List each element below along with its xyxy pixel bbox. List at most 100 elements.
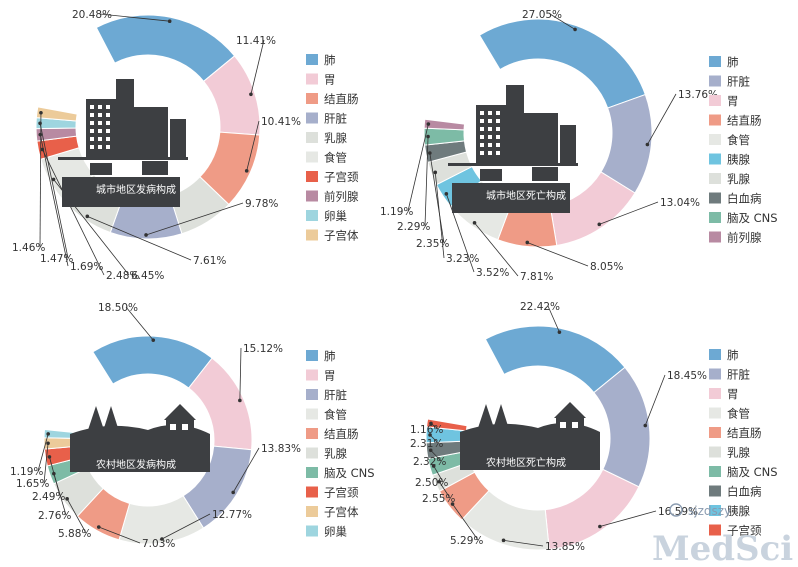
- chart-1: 20.48%11.41%10.41%9.78%7.61%6.45%2.48%1.…: [12, 9, 359, 282]
- legend-swatch: [306, 467, 318, 478]
- label-leader: [438, 481, 451, 499]
- legend-swatch: [709, 95, 721, 106]
- legend-label: 乳腺: [324, 131, 347, 145]
- legend-swatch: [709, 368, 721, 380]
- percentage-label: 11.41%: [236, 35, 276, 47]
- percentage-label: 27.05%: [522, 9, 562, 21]
- legend-label: 子宫颈: [324, 486, 359, 500]
- legend-swatch: [306, 93, 318, 104]
- legend-swatch: [306, 350, 318, 361]
- percentage-label: 22.42%: [520, 301, 560, 313]
- percentage-label: 2.29%: [397, 221, 430, 233]
- chart-caption: 农村地区发病构成: [96, 458, 176, 471]
- legend-label: 乳腺: [727, 172, 750, 186]
- legend-swatch: [306, 210, 318, 221]
- legend-label: 食管: [324, 151, 347, 165]
- slice-1: [478, 18, 646, 109]
- percentage-label: 2.31%: [410, 438, 443, 450]
- label-leader: [527, 242, 589, 267]
- label-leader: [125, 306, 154, 341]
- legend-label: 子宫体: [324, 229, 359, 243]
- legend-swatch: [306, 73, 318, 85]
- chart-4: 22.42% 18.45% 16.59% 13.85% 5.29% 2.55% 2.50% 2…: [410, 301, 778, 553]
- legend-label: 食管: [727, 133, 750, 147]
- legend-swatch: [306, 151, 318, 163]
- legend-swatch: [709, 114, 721, 126]
- percentage-label: 2.48%: [106, 270, 139, 282]
- percentage-label: 1.69%: [70, 261, 103, 273]
- legend-swatch: [709, 231, 721, 243]
- label-leader: [49, 456, 61, 497]
- slice-10: [423, 118, 466, 131]
- slice-3: [544, 468, 640, 550]
- chart-2: 27.05% 13.76% 13.04% 8.05% 7.81% 3.52% 3.23% 2.…: [380, 9, 778, 283]
- legend-swatch: [306, 132, 318, 143]
- percentage-label: 20.48%: [72, 9, 112, 21]
- watermark-handle: sjzdszy: [688, 504, 731, 518]
- label-leader: [98, 526, 141, 544]
- label-leader: [39, 112, 42, 248]
- percentage-label: 12.77%: [212, 509, 252, 521]
- city-scene-icon: [448, 85, 578, 213]
- label-leader: [37, 433, 49, 472]
- percentage-label: 2.35%: [416, 238, 449, 250]
- label-leader: [599, 201, 659, 225]
- label-dot: [96, 525, 101, 529]
- label-leader: [99, 13, 170, 22]
- legend-label: 胃: [324, 73, 336, 87]
- percentage-label: 13.83%: [261, 443, 301, 455]
- legend-label: 乳腺: [727, 446, 750, 460]
- slice-1: [484, 325, 626, 394]
- label-dot: [426, 122, 431, 126]
- percentage-label: 13.04%: [660, 197, 700, 209]
- percentage-label: 9.78%: [245, 198, 278, 210]
- legend-label: 胰腺: [727, 504, 750, 518]
- percentage-label: 8.05%: [590, 261, 623, 273]
- legend-label: 食管: [324, 408, 347, 422]
- percentage-label: 1.47%: [40, 253, 73, 265]
- legend-label: 子宫颈: [727, 524, 762, 538]
- percentage-label: 1.19%: [10, 466, 43, 478]
- label-leader: [647, 93, 677, 145]
- label-leader: [547, 305, 560, 333]
- label-leader: [549, 13, 576, 30]
- label-leader: [429, 152, 445, 244]
- wechat-icon: [669, 503, 683, 517]
- label-leader: [232, 447, 260, 493]
- legend-swatch: [306, 428, 318, 439]
- legend-swatch: [306, 506, 318, 517]
- legend-label: 结直肠: [727, 114, 762, 128]
- legend-label: 结直肠: [727, 426, 762, 440]
- legend-label: 卵巢: [324, 525, 347, 539]
- legend-label: 脑及 CNS: [324, 466, 375, 480]
- legend-label: 肺: [727, 55, 739, 69]
- legend-label: 子宫颈: [324, 170, 359, 184]
- label-leader: [41, 149, 105, 276]
- legend-label: 脑及 CNS: [727, 211, 778, 225]
- legend-swatch: [306, 369, 318, 381]
- percentage-label: 1.65%: [16, 478, 49, 490]
- legend-label: 胃: [727, 387, 739, 401]
- percentage-label: 3.23%: [446, 253, 479, 265]
- percentage-label: 7.61%: [193, 255, 226, 267]
- label-leader: [452, 503, 479, 541]
- label-leader: [424, 136, 429, 227]
- legend-label: 胰腺: [727, 153, 750, 167]
- legend-swatch: [709, 212, 721, 223]
- legend-swatch: [709, 505, 721, 516]
- slice-1: [95, 14, 236, 83]
- chart-caption: 农村地区死亡构成: [486, 456, 566, 469]
- legend-label: 乳腺: [324, 447, 347, 461]
- label-dot: [573, 27, 577, 32]
- percentage-label: 5.88%: [58, 528, 91, 540]
- label-leader: [599, 510, 657, 527]
- legend-label: 子宫体: [324, 505, 359, 519]
- label-leader: [246, 120, 260, 171]
- label-leader: [433, 465, 444, 483]
- legend-swatch: [306, 408, 318, 420]
- legend-swatch: [709, 407, 721, 419]
- percentage-label: 2.49%: [32, 491, 65, 503]
